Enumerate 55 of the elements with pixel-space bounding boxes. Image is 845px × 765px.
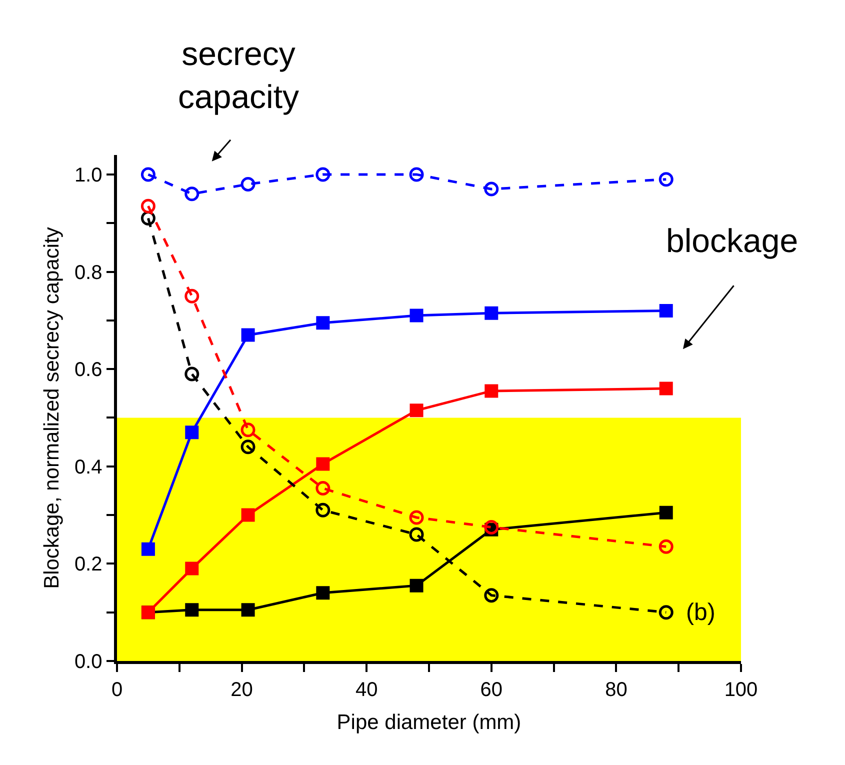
point bbox=[484, 588, 499, 603]
point bbox=[316, 502, 330, 518]
point bbox=[184, 186, 200, 202]
point bbox=[659, 304, 673, 318]
text: secrecy capacity bbox=[178, 35, 300, 115]
x-tick-label: 60 bbox=[480, 678, 503, 701]
point bbox=[240, 422, 256, 438]
point bbox=[184, 288, 200, 304]
x-tick-label: 20 bbox=[230, 678, 253, 701]
point bbox=[658, 539, 674, 554]
x-tick-label: 40 bbox=[355, 678, 378, 701]
point bbox=[140, 198, 156, 214]
point bbox=[658, 172, 674, 187]
point bbox=[484, 182, 499, 196]
point bbox=[409, 510, 424, 525]
point bbox=[185, 426, 199, 440]
annotation: (b) bbox=[686, 599, 716, 626]
point bbox=[316, 167, 330, 182]
point bbox=[241, 603, 255, 617]
y-tick-label: 0.8 bbox=[74, 262, 102, 284]
x-tick-label: 80 bbox=[605, 678, 628, 701]
point bbox=[141, 542, 155, 556]
point bbox=[316, 586, 330, 600]
point bbox=[484, 384, 498, 398]
point bbox=[409, 527, 424, 542]
point bbox=[241, 328, 255, 342]
point bbox=[316, 481, 330, 496]
point bbox=[316, 457, 330, 471]
point bbox=[659, 506, 673, 520]
point bbox=[659, 382, 673, 396]
point bbox=[410, 308, 424, 322]
point bbox=[185, 603, 199, 617]
y-tick-label: 0.0 bbox=[74, 651, 102, 673]
x-tick-label: 100 bbox=[724, 678, 758, 701]
y-tick-label: 0.4 bbox=[74, 456, 102, 478]
y-tick-label: 1.0 bbox=[74, 164, 102, 186]
point bbox=[410, 404, 424, 418]
point bbox=[316, 316, 330, 330]
y-tick-label: 0.2 bbox=[74, 554, 102, 576]
point bbox=[240, 176, 256, 192]
point bbox=[185, 562, 199, 576]
point bbox=[184, 366, 200, 382]
point bbox=[658, 605, 674, 620]
y-tick-label: 0.6 bbox=[74, 359, 102, 382]
y-axis-title: Blockage, normalized secrecy capacity bbox=[40, 226, 64, 589]
point bbox=[241, 508, 255, 522]
x-axis-title: Pipe diameter (mm) bbox=[336, 710, 522, 734]
point bbox=[140, 167, 156, 182]
point bbox=[484, 520, 499, 534]
x-tick-label: 0 bbox=[111, 678, 123, 701]
annotation: blockage bbox=[666, 222, 798, 259]
point bbox=[409, 167, 424, 182]
point bbox=[240, 440, 256, 454]
point bbox=[484, 306, 498, 320]
point bbox=[410, 578, 424, 592]
